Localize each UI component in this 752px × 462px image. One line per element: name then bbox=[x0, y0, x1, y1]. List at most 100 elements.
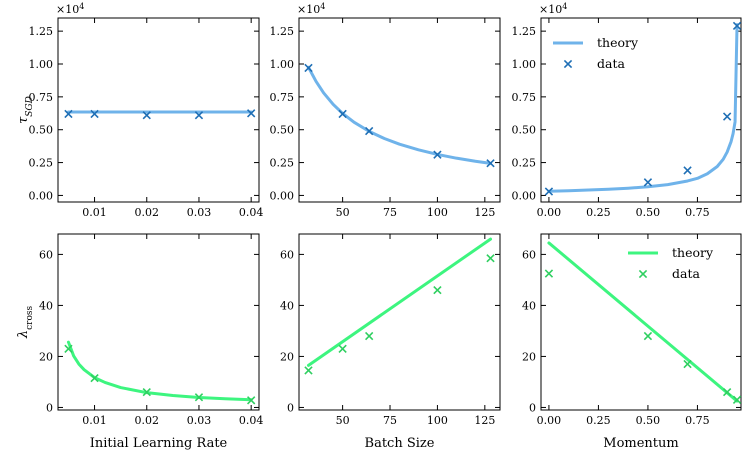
data-point-stroke bbox=[90, 109, 99, 119]
y-tick-label: 20 bbox=[522, 350, 536, 363]
data-point-stroke bbox=[90, 373, 99, 383]
x-tick-label: 0.25 bbox=[586, 414, 611, 427]
data-point-stroke bbox=[544, 269, 554, 278]
x-tick-label: 0.02 bbox=[135, 414, 160, 427]
data-point bbox=[722, 387, 732, 397]
data-point-stroke bbox=[304, 366, 313, 375]
y-tick-label: 0.25 bbox=[270, 157, 295, 170]
y-tick-label: 60 bbox=[522, 248, 536, 261]
data-point-stroke bbox=[683, 166, 692, 175]
data-point-stroke bbox=[433, 150, 442, 159]
data-point bbox=[683, 359, 692, 369]
x-tick-label: 0.50 bbox=[636, 414, 661, 427]
x-tick-label: 0.00 bbox=[537, 206, 562, 219]
y-tick-label: 0 bbox=[529, 401, 536, 414]
axes-frame bbox=[298, 233, 501, 411]
data-point-stroke bbox=[142, 387, 151, 397]
panel-bs_tau: 50 75 100 125 0.00 0.25 0.50 0.75 1.00 1.25×104 bbox=[270, 2, 501, 219]
x-tick-label: 50 bbox=[336, 414, 350, 427]
x-tick-label: 0.75 bbox=[685, 414, 710, 427]
theory-line bbox=[306, 65, 493, 165]
x-tick-label: 0.01 bbox=[82, 206, 107, 219]
y-tick-label: 0.00 bbox=[270, 189, 295, 202]
x-tick-label: 0.04 bbox=[239, 206, 264, 219]
data-point-stroke bbox=[338, 344, 347, 353]
data-point-stroke bbox=[732, 21, 742, 31]
y-tick-label: 0 bbox=[46, 401, 53, 414]
y-tick-label: 0.00 bbox=[512, 189, 537, 202]
x-tick-label: 0.03 bbox=[187, 414, 212, 427]
data-point bbox=[142, 111, 151, 120]
data-point-stroke bbox=[364, 331, 374, 341]
legend: theory data bbox=[628, 245, 714, 281]
y-tick-label: 0.00 bbox=[29, 189, 54, 202]
data-point-stroke bbox=[194, 111, 204, 120]
data-point-stroke bbox=[486, 254, 495, 263]
y-tick-label: 1.25 bbox=[29, 25, 54, 38]
data-point bbox=[683, 166, 692, 175]
data-point bbox=[338, 344, 347, 353]
y-tick-label: 1.00 bbox=[29, 58, 54, 71]
y-exponent-label: ×104 bbox=[56, 2, 84, 17]
x-axis-label: Momentum bbox=[603, 436, 678, 451]
data-point-stroke bbox=[643, 331, 653, 341]
data-point-stroke bbox=[433, 285, 442, 295]
x-tick-label: 0.02 bbox=[135, 206, 160, 219]
data-point bbox=[732, 395, 742, 404]
y-tick-label: 0.50 bbox=[270, 124, 295, 137]
data-point bbox=[247, 396, 256, 405]
y-axis-label: τSGD bbox=[16, 96, 35, 124]
legend: theory data bbox=[553, 35, 639, 71]
data-point-stroke bbox=[683, 359, 692, 369]
panel-lr_tau: 0.01 0.02 0.03 0.04 0.00 0.25 0.50 0.75 1.00 1.25… bbox=[16, 2, 263, 220]
data-point bbox=[64, 109, 73, 119]
data-point-stroke bbox=[722, 387, 732, 397]
y-tick-label: 60 bbox=[39, 248, 53, 261]
y-tick-label: 0.50 bbox=[29, 124, 54, 137]
data-point-stroke bbox=[486, 159, 495, 168]
legend-data-marker bbox=[563, 59, 573, 69]
y-tick-label: 40 bbox=[522, 299, 536, 312]
data-point bbox=[194, 393, 204, 402]
x-tick-label: 0.03 bbox=[187, 206, 212, 219]
data-point bbox=[544, 269, 554, 278]
panel-mom_tau: 0.00 0.25 0.50 0.75 0.00 0.25 0.50 0.75 1.00 1.25… bbox=[512, 2, 742, 219]
data-point bbox=[90, 373, 99, 383]
data-point-stroke bbox=[304, 63, 313, 73]
data-point-stroke bbox=[247, 109, 256, 118]
y-exponent-label: ×104 bbox=[297, 2, 325, 17]
legend-data-marker bbox=[638, 269, 648, 279]
data-point bbox=[643, 178, 653, 187]
x-tick-label: 125 bbox=[474, 414, 495, 427]
data-point bbox=[364, 331, 374, 341]
panel-bs_lambda: 50 75 100 125 0 20 40 60 Batch Size bbox=[280, 233, 501, 451]
x-tick-label: 0.25 bbox=[586, 206, 611, 219]
data-point-stroke bbox=[722, 112, 732, 121]
theory-line bbox=[547, 23, 739, 193]
x-tick-label: 0.75 bbox=[685, 206, 710, 219]
data-point-stroke bbox=[247, 396, 256, 405]
x-axis-label: Initial Learning Rate bbox=[90, 436, 228, 451]
y-tick-label: 0.25 bbox=[512, 157, 537, 170]
data-point-stroke bbox=[64, 344, 73, 353]
y-tick-label: 20 bbox=[39, 350, 53, 363]
panel-lr_lambda: 0.01 0.02 0.03 0.04 0 20 40 60 Initial Learning … bbox=[16, 233, 263, 451]
data-point bbox=[194, 111, 204, 120]
data-point bbox=[544, 187, 554, 196]
y-tick-label: 40 bbox=[39, 299, 53, 312]
axes-frame bbox=[540, 233, 742, 411]
theory-line bbox=[306, 237, 493, 367]
data-point bbox=[486, 159, 495, 168]
legend-theory-label: theory bbox=[597, 35, 639, 50]
x-tick-label: 100 bbox=[427, 414, 448, 427]
y-exponent-label: ×104 bbox=[539, 2, 567, 17]
data-point-stroke bbox=[64, 109, 73, 119]
x-axis-label: Batch Size bbox=[365, 436, 435, 451]
legend-data-label: data bbox=[672, 266, 700, 281]
data-point bbox=[247, 109, 256, 118]
data-point-stroke bbox=[194, 393, 204, 402]
y-tick-label: 40 bbox=[280, 299, 294, 312]
data-point-stroke bbox=[544, 187, 554, 196]
